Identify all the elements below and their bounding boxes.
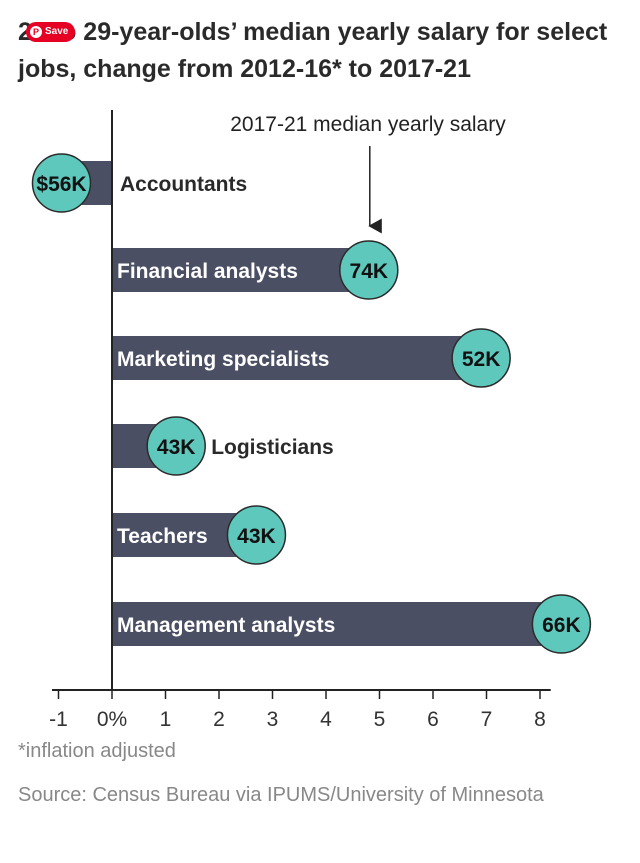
salary-label: 43K — [157, 436, 196, 459]
salary-bubble — [31, 153, 92, 213]
x-tick-label: 0% — [97, 708, 127, 731]
salary-label: 66K — [542, 614, 581, 637]
category-label: Logisticians — [211, 436, 334, 459]
category-label: Marketing specialists — [117, 348, 329, 371]
salary-bubble — [226, 505, 287, 565]
pinterest-save-button[interactable]: P Save — [26, 22, 76, 42]
pinterest-icon: P — [30, 26, 42, 38]
salary-label: $56K — [36, 173, 86, 196]
x-tick-label: 1 — [160, 708, 172, 731]
x-tick-label: 2 — [213, 708, 225, 731]
salary-label: 43K — [237, 525, 276, 548]
category-label: Financial analysts — [117, 260, 298, 283]
bar-3 — [112, 336, 482, 380]
category-label: Accountants — [120, 173, 247, 196]
salary-bubble — [146, 416, 206, 476]
x-tick-label: 8 — [534, 708, 546, 731]
chart-title: 25 to 29-year-olds’ median yearly salary… — [18, 18, 608, 83]
x-tick-label: 5 — [374, 708, 386, 731]
x-tick-label: -1 — [49, 708, 68, 731]
save-label: Save — [45, 26, 69, 37]
category-label: Teachers — [117, 525, 208, 548]
x-tick-label: 6 — [427, 708, 439, 731]
x-tick-label: 7 — [481, 708, 493, 731]
salary-change-chart: Accountants $56K Financial analysts 74K Mark… — [31, 110, 592, 731]
bar-2 — [112, 248, 369, 292]
source-note: Source: Census Bureau via IPUMS/Universi… — [18, 784, 544, 806]
category-label: Management analysts — [117, 614, 335, 637]
footnote: *inflation adjusted — [18, 740, 176, 762]
salary-label: 52K — [462, 348, 501, 371]
salary-bubble — [451, 328, 511, 388]
salary-bubble — [531, 594, 592, 654]
x-tick-label: 3 — [267, 708, 279, 731]
salary-bubble — [339, 240, 399, 300]
salary-label: 74K — [350, 260, 389, 283]
bar-6 — [112, 602, 562, 646]
annotation-label: 2017-21 median yearly salary — [230, 113, 506, 136]
x-tick-label: 4 — [320, 708, 332, 731]
